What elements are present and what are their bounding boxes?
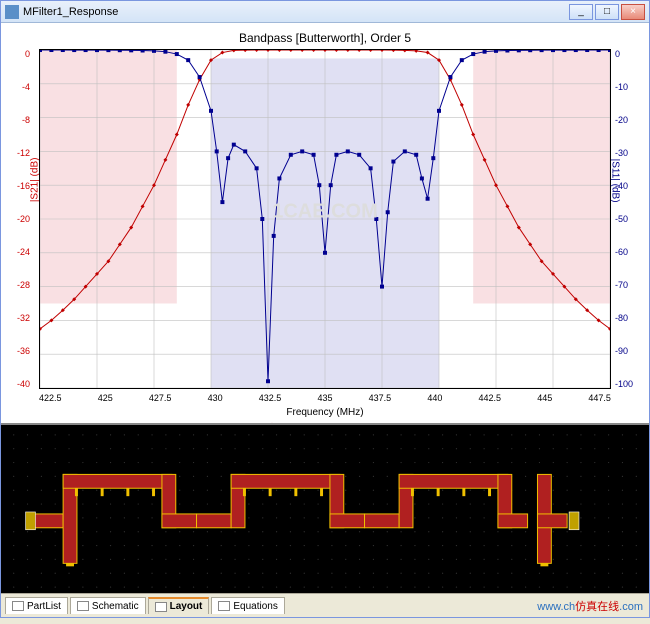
- list-icon: [12, 601, 24, 611]
- y-tick-left: -28: [17, 280, 30, 290]
- watermark-right: www.ch仿真在线.com: [537, 598, 643, 614]
- y-tick-right: -60: [615, 247, 633, 257]
- chart-svg: [40, 50, 610, 388]
- y-ticks-left: 0 -4 -8 -12 -16 -20 -24 -28 -32 -36 -40: [17, 49, 30, 389]
- titlebar[interactable]: MFilter1_Response _ □ ×: [1, 1, 649, 23]
- x-tick: 430: [208, 393, 223, 403]
- y-tick-left: -4: [17, 82, 30, 92]
- tab-layout[interactable]: Layout: [148, 597, 210, 614]
- x-tick: 440: [427, 393, 442, 403]
- x-ticks: 422.5 425 427.5 430 432.5 435 437.5 440 442.5 445…: [39, 393, 611, 403]
- y-tick-left: -16: [17, 181, 30, 191]
- x-tick: 447.5: [588, 393, 611, 403]
- minimize-button[interactable]: _: [569, 4, 593, 20]
- x-tick: 437.5: [369, 393, 392, 403]
- y-tick-right: -30: [615, 148, 633, 158]
- layout-icon: [155, 602, 167, 612]
- layout-panel[interactable]: [1, 423, 649, 593]
- layout-svg: [1, 425, 649, 593]
- y-tick-left: -32: [17, 313, 30, 323]
- tab-strip: PartList Schematic Layout Equations www.ch仿…: [1, 593, 649, 617]
- y-tick-right: -80: [615, 313, 633, 323]
- eq-icon: [218, 601, 230, 611]
- y-tick-left: -40: [17, 379, 30, 389]
- chart-plot[interactable]: 0-4-8-12-16-20-24-28-32-36-40 0-10-20-30…: [39, 49, 611, 389]
- app-window: MFilter1_Response _ □ × Bandpass [Butter…: [0, 0, 650, 618]
- x-tick: 445: [537, 393, 552, 403]
- x-tick: 442.5: [479, 393, 502, 403]
- y-tick-right: -70: [615, 280, 633, 290]
- y-tick-left: -12: [17, 148, 30, 158]
- tab-label: Equations: [233, 601, 277, 612]
- y-tick-left: -24: [17, 247, 30, 257]
- y-tick-right: -100: [615, 379, 633, 389]
- tab-partlist[interactable]: PartList: [5, 597, 68, 614]
- chart-panel: Bandpass [Butterworth], Order 5 0-4-8-12…: [1, 23, 649, 423]
- close-button[interactable]: ×: [621, 4, 645, 20]
- schematic-icon: [77, 601, 89, 611]
- tab-label: Schematic: [92, 601, 139, 612]
- tab-label: PartList: [27, 601, 61, 612]
- x-tick: 422.5: [39, 393, 62, 403]
- x-tick: 435: [317, 393, 332, 403]
- chart-canvas[interactable]: 1CAE.COM: [39, 49, 611, 389]
- y-tick-left: -8: [17, 115, 30, 125]
- y-tick-right: -10: [615, 82, 633, 92]
- window-title: MFilter1_Response: [23, 6, 569, 18]
- x-tick: 425: [98, 393, 113, 403]
- x-axis-label: Frequency (MHz): [13, 407, 637, 418]
- y-tick-right: 0: [615, 49, 633, 59]
- window-controls: _ □ ×: [569, 4, 645, 20]
- y-ticks-right: 0-10-20-30-40-50-60-70-80-90-100: [615, 49, 633, 389]
- app-icon: [5, 5, 19, 19]
- maximize-button[interactable]: □: [595, 4, 619, 20]
- y-tick-right: -50: [615, 214, 633, 224]
- chart-title: Bandpass [Butterworth], Order 5: [13, 31, 637, 45]
- y-tick-left: 0: [17, 49, 30, 59]
- y-tick-left: -20: [17, 214, 30, 224]
- y-tick-left: -36: [17, 346, 30, 356]
- y-tick-right: -20: [615, 115, 633, 125]
- y-axis-right-label: |S11| (dB): [610, 159, 621, 203]
- x-tick: 432.5: [259, 393, 282, 403]
- y-tick-right: -90: [615, 346, 633, 356]
- tab-equations[interactable]: Equations: [211, 597, 284, 614]
- tab-schematic[interactable]: Schematic: [70, 597, 146, 614]
- x-tick: 427.5: [149, 393, 172, 403]
- tab-label: Layout: [170, 601, 203, 612]
